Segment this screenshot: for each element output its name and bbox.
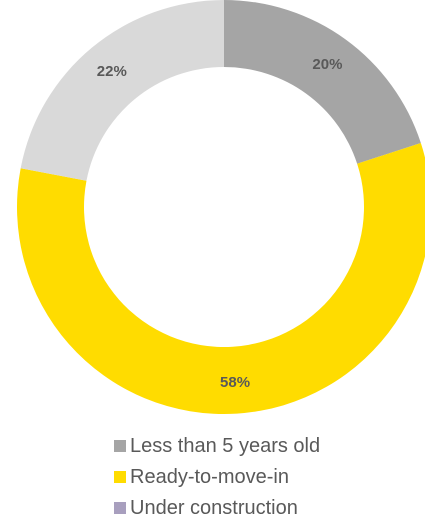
legend-item-less-than-5-years-old[interactable]: Less than 5 years old xyxy=(114,430,320,461)
legend: Less than 5 years old Ready-to-move-in U… xyxy=(114,430,320,523)
slice-labels: 20% 58% 22% xyxy=(97,56,343,391)
slice-under-construction[interactable] xyxy=(20,0,225,181)
legend-item-ready-to-move-in[interactable]: Ready-to-move-in xyxy=(114,461,320,492)
donut-slices xyxy=(17,0,425,414)
legend-label: Ready-to-move-in xyxy=(130,465,289,488)
legend-item-under-construction[interactable]: Under construction xyxy=(114,492,320,523)
slice-less-than-5-years-old[interactable] xyxy=(224,0,421,164)
legend-swatch xyxy=(114,470,126,483)
slice-value-label: 58% xyxy=(220,374,250,391)
slice-value-label: 22% xyxy=(97,63,127,80)
slice-value-label: 20% xyxy=(312,56,342,73)
legend-label: Less than 5 years old xyxy=(130,434,321,457)
legend-label: Under construction xyxy=(130,496,298,519)
legend-swatch xyxy=(114,439,126,452)
slice-ready-to-move-in[interactable] xyxy=(17,143,425,414)
legend-swatch xyxy=(114,501,126,514)
